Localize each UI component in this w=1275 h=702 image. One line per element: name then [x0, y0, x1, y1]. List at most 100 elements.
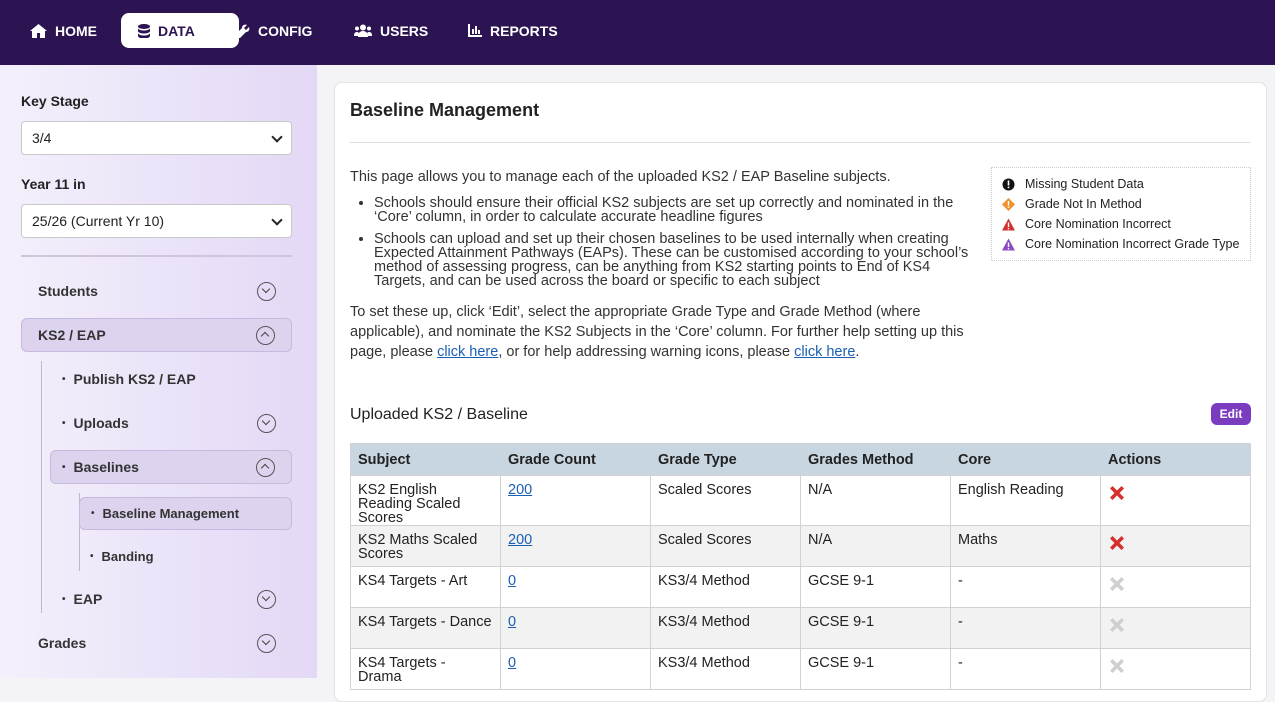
- menu-item-active[interactable]: • Baseline Management: [79, 497, 292, 530]
- table-cell: N/A: [800, 525, 951, 567]
- table-cell: N/A: [800, 475, 951, 526]
- help-link[interactable]: click here: [794, 344, 856, 360]
- table-cell: Scaled Scores: [650, 475, 801, 526]
- tree-line: [41, 361, 42, 613]
- table-row: KS4 Targets - Dance 0 KS3/4 Method GCSE 9-1…: [350, 607, 1251, 649]
- sidebar: Key Stage 3/4 Year 11 in 25/26 (Current …: [0, 65, 317, 678]
- table-body: KS2 English Reading Scaled Scores 200 Scal…: [350, 475, 1251, 690]
- menu-label[interactable]: Grades: [38, 635, 87, 651]
- bullet: Schools can upload and set up their chos…: [374, 232, 980, 289]
- help-link[interactable]: click here: [437, 344, 499, 360]
- table-cell: English Reading: [950, 475, 1101, 526]
- column-header: Grade Count: [500, 443, 651, 476]
- table-cell: KS4 Targets - Drama: [350, 648, 501, 690]
- chevron[interactable]: [257, 589, 276, 609]
- nav-item[interactable]: CONFIG: [236, 13, 312, 48]
- grade-count-link[interactable]: 200: [508, 532, 533, 548]
- grade-count-link[interactable]: 200: [508, 482, 533, 498]
- menu-label[interactable]: KS2 / EAP: [38, 327, 106, 343]
- cell-text: N/A: [808, 482, 833, 498]
- field-label: Year 11 in: [21, 176, 86, 192]
- cell-text: KS3/4 Method: [658, 614, 750, 630]
- menu-item[interactable]: • EAP: [62, 582, 292, 616]
- grade-count-link[interactable]: 0: [508, 573, 517, 589]
- cell-text: GCSE 9-1: [808, 655, 875, 671]
- chevron[interactable]: [257, 413, 276, 433]
- nav-item[interactable]: USERS: [354, 13, 428, 48]
- menu-item[interactable]: Students: [21, 274, 292, 308]
- cell-text: Maths: [958, 532, 998, 548]
- menu-item[interactable]: • Baselines: [50, 450, 292, 484]
- legend-item: Grade Not In Method: [1002, 194, 1240, 214]
- menu-item[interactable]: KS2 / EAP: [21, 318, 292, 352]
- edit-button[interactable]: Edit: [1211, 403, 1251, 425]
- column-header: Grades Method: [800, 443, 951, 476]
- header-row: Subject Grade Count Grade Type Grades Metho…: [350, 443, 1251, 476]
- menu-label[interactable]: Students: [38, 283, 98, 299]
- table-cell: [1100, 566, 1251, 608]
- delete-icon[interactable]: [1108, 484, 1126, 502]
- nav-label[interactable]: CONFIG: [258, 22, 313, 39]
- menu-label[interactable]: Uploads: [73, 415, 129, 431]
- cell-text: Scaled Scores: [658, 532, 752, 548]
- table-cell: GCSE 9-1: [800, 607, 951, 649]
- legend-item: Core Nomination Incorrect: [1002, 214, 1240, 234]
- divider: [350, 142, 1250, 143]
- tree-line: [79, 493, 80, 571]
- legend-label: Core Nomination Incorrect: [1025, 217, 1171, 231]
- table-cell: -: [950, 648, 1101, 690]
- delete-icon[interactable]: [1108, 616, 1126, 634]
- nav-item[interactable]: REPORTS: [468, 13, 558, 48]
- nav-label[interactable]: USERS: [380, 22, 429, 39]
- nav-item[interactable]: HOME: [30, 13, 97, 48]
- table-cell: Maths: [950, 525, 1101, 567]
- menu-label[interactable]: Baseline Management: [102, 506, 240, 521]
- chevron[interactable]: [257, 633, 276, 653]
- chevron[interactable]: [256, 457, 275, 477]
- delete-icon[interactable]: [1108, 534, 1126, 552]
- nav-label[interactable]: DATA: [158, 22, 195, 39]
- legend-item: Missing Student Data: [1002, 174, 1240, 194]
- cell-text: -: [958, 655, 963, 671]
- menu-label[interactable]: Banding: [101, 548, 154, 564]
- cell-text: KS3/4 Method: [658, 655, 750, 671]
- menu-item[interactable]: • Publish KS2 / EAP: [62, 371, 196, 387]
- year-select[interactable]: 25/26 (Current Yr 10): [21, 204, 292, 238]
- legend-label: Missing Student Data: [1025, 177, 1144, 191]
- nav-label[interactable]: HOME: [55, 22, 97, 39]
- section-title: Uploaded KS2 / Baseline: [350, 406, 528, 423]
- menu-item[interactable]: • Banding: [90, 548, 154, 564]
- delete-icon[interactable]: [1108, 575, 1126, 593]
- key-stage-select[interactable]: 3/4: [21, 121, 292, 155]
- cell-text: KS2 Maths Scaled Scores: [358, 532, 478, 562]
- menu-item[interactable]: Grades: [21, 626, 292, 660]
- nav-item[interactable]: DATA: [121, 13, 239, 48]
- table-cell: KS3/4 Method: [650, 607, 801, 649]
- cell-text: KS4 Targets - Drama: [358, 655, 446, 685]
- grade-count-link[interactable]: 0: [508, 614, 517, 630]
- table-cell: GCSE 9-1: [800, 566, 951, 608]
- table-cell: 0: [500, 648, 651, 690]
- chevron[interactable]: [256, 325, 275, 345]
- table-cell: KS4 Targets - Dance: [350, 607, 501, 649]
- icon-legend: Missing Student Data Grade Not In Method…: [991, 167, 1251, 261]
- cell-text: Scaled Scores: [658, 482, 752, 498]
- cell-text: GCSE 9-1: [808, 573, 875, 589]
- cell-text: KS4 Targets - Dance: [358, 614, 492, 630]
- menu-item[interactable]: • Uploads: [62, 406, 292, 440]
- table-cell: 0: [500, 607, 651, 649]
- table-cell: KS2 Maths Scaled Scores: [350, 525, 501, 567]
- cell-text: KS3/4 Method: [658, 573, 750, 589]
- menu-label[interactable]: Baselines: [73, 459, 139, 475]
- cell-text: KS2 English Reading Scaled Scores: [358, 482, 461, 526]
- chevron[interactable]: [257, 281, 276, 301]
- grade-count-link[interactable]: 0: [508, 655, 517, 671]
- delete-icon[interactable]: [1108, 657, 1126, 675]
- table-cell: 0: [500, 566, 651, 608]
- nav-label[interactable]: REPORTS: [490, 22, 558, 39]
- table-cell: KS3/4 Method: [650, 566, 801, 608]
- table-cell: [1100, 648, 1251, 690]
- table-row: KS4 Targets - Art 0 KS3/4 Method GCSE 9-1 -: [350, 566, 1251, 608]
- menu-label[interactable]: EAP: [73, 591, 103, 607]
- menu-label[interactable]: Publish KS2 / EAP: [73, 371, 196, 387]
